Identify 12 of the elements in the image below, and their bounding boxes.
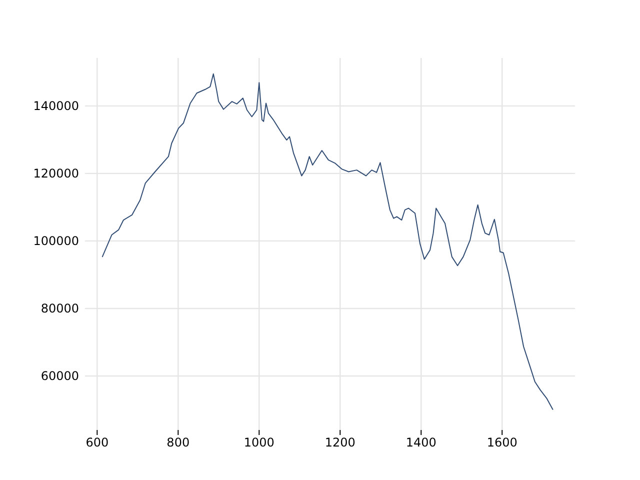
x-tick-label: 800: [166, 436, 190, 450]
y-tick-label: 120000: [33, 166, 79, 180]
y-tick-label: 100000: [33, 234, 79, 248]
y-tick-label: 60000: [40, 368, 79, 383]
y-tick-label: 80000: [40, 301, 79, 316]
y-tick-label: 140000: [33, 98, 79, 113]
x-tick-label: 600: [86, 436, 109, 450]
x-tick-label: 1200: [324, 436, 356, 450]
x-tick-label: 1600: [486, 436, 518, 450]
x-tick-label: 1000: [244, 436, 274, 450]
x-tick-label: 1400: [406, 436, 436, 450]
line-series: [102, 73, 554, 410]
